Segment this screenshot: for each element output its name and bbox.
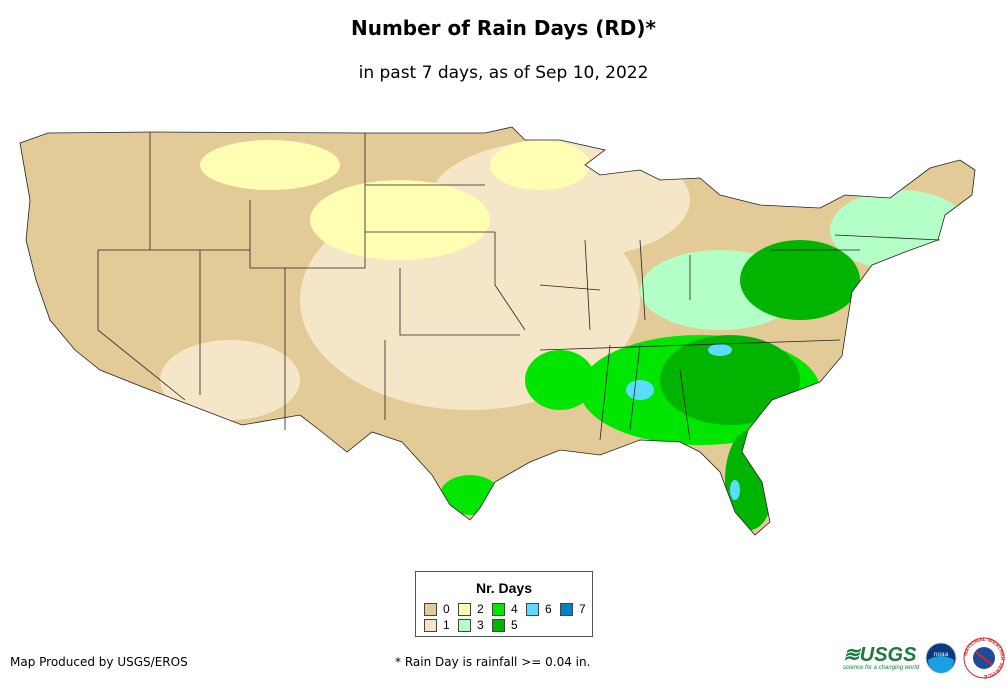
rain-day-shading xyxy=(20,127,975,535)
legend-item-6: 6 xyxy=(526,602,552,616)
svg-text:noaa: noaa xyxy=(934,651,949,658)
usgs-logo: ≋USGS science for a changing world xyxy=(843,644,920,671)
legend-item-3: 3 xyxy=(458,618,484,632)
legend: Nr. Days 0 1 2 3 4 5 6 7 xyxy=(415,571,593,637)
agency-logos: ≋USGS science for a changing world noaa … xyxy=(843,637,1005,679)
legend-title: Nr. Days xyxy=(475,580,533,596)
nws-logo: NATIONAL WEATHER SERVICE xyxy=(963,637,1005,679)
legend-item-2: 2 xyxy=(458,602,484,616)
legend-item-1: 1 xyxy=(424,618,450,632)
producer-credit: Map Produced by USGS/EROS xyxy=(10,655,188,669)
legend-item-0: 0 xyxy=(424,602,450,616)
us-rain-days-map xyxy=(19,126,976,536)
legend-item-5: 5 xyxy=(492,618,518,632)
noaa-logo: noaa xyxy=(925,642,957,674)
map-subtitle: in past 7 days, as of Sep 10, 2022 xyxy=(358,63,649,83)
legend-item-4: 4 xyxy=(492,602,518,616)
map-title: Number of Rain Days (RD)* xyxy=(350,16,656,40)
legend-item-7: 7 xyxy=(560,602,586,616)
rain-day-footnote: * Rain Day is rainfall >= 0.04 in. xyxy=(395,655,591,669)
state-borders xyxy=(19,126,976,536)
